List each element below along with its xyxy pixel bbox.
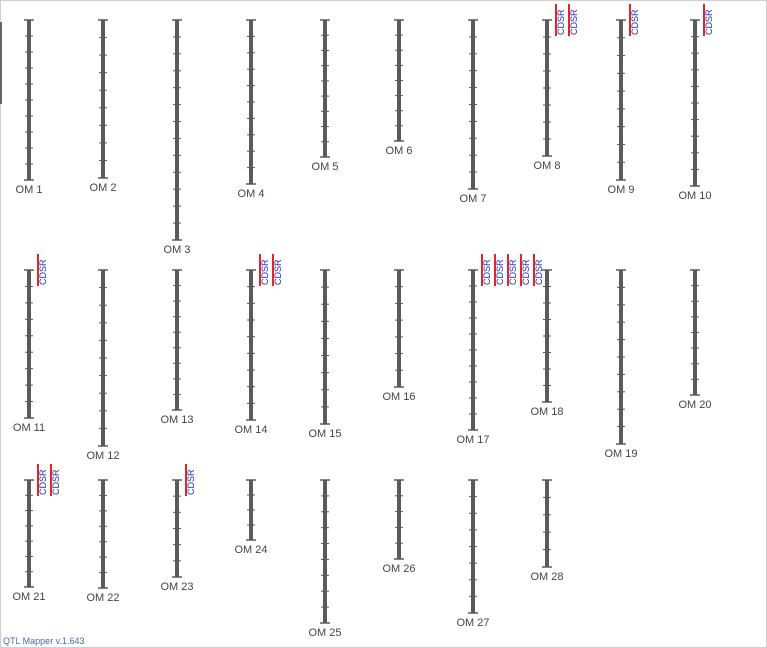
chromosome-label: OM 7 xyxy=(460,193,487,205)
qtl-bar xyxy=(568,4,570,36)
chromosome-label: OM 10 xyxy=(678,190,711,202)
chromosome-bar xyxy=(397,480,401,559)
chromosome-label: OM 21 xyxy=(12,591,45,603)
chromosome-bar xyxy=(27,270,31,418)
qtl-label: CDSR xyxy=(482,259,492,285)
qtl-bar xyxy=(533,254,535,286)
qtl-label: CDSR xyxy=(704,9,714,35)
qtl-label: CDSR xyxy=(630,9,640,35)
chromosome-bar xyxy=(619,20,623,180)
qtl-bar xyxy=(37,254,39,286)
chromosome-bar xyxy=(101,20,105,178)
chromosome-bar xyxy=(175,20,179,240)
chromosome-label: OM 25 xyxy=(308,627,341,639)
qtl-label: CDSR xyxy=(38,469,48,495)
chromosome-label: OM 8 xyxy=(534,160,561,172)
qtl-label: CDSR xyxy=(495,259,505,285)
qtl-bar xyxy=(481,254,483,286)
chromosome-label: OM 12 xyxy=(86,450,119,462)
chromosome-bar xyxy=(545,480,549,567)
chromosome-label: OM 17 xyxy=(456,434,489,446)
chromosome-label: OM 14 xyxy=(234,424,267,436)
chromosome-label: OM 3 xyxy=(164,244,191,256)
qtl-label: CDSR xyxy=(521,259,531,285)
qtl-label: CDSR xyxy=(38,259,48,285)
chromosome-label: OM 1 xyxy=(16,184,43,196)
chromosome-label: OM 28 xyxy=(530,571,563,583)
chromosome-label: OM 24 xyxy=(234,544,267,556)
version-label: QTL Mapper v.1.643 xyxy=(3,636,85,646)
chromosome-bar xyxy=(397,270,401,387)
qtl-bar xyxy=(185,464,187,496)
chromosome-bar xyxy=(323,480,327,623)
chromosome-label: OM 11 xyxy=(13,422,45,434)
chromosome-label: OM 27 xyxy=(456,617,489,629)
qtl-label: CDSR xyxy=(260,259,270,285)
chromosome-label: OM 23 xyxy=(160,581,193,593)
qtl-bar xyxy=(494,254,496,286)
chromosome-bar xyxy=(27,480,31,587)
chromosome-label: OM 9 xyxy=(608,184,635,196)
qtl-label: CDSR xyxy=(556,9,566,35)
chromosome-label: OM 19 xyxy=(604,448,637,460)
scroll-edge-indicator xyxy=(0,22,2,104)
chromosome-label: OM 22 xyxy=(86,592,119,604)
qtl-bar xyxy=(37,464,39,496)
chromosome-label: OM 18 xyxy=(530,406,563,418)
chromosome-label: OM 26 xyxy=(382,563,415,575)
qtl-label: CDSR xyxy=(508,259,518,285)
qtl-bar xyxy=(555,4,557,36)
chromosome-label: OM 15 xyxy=(308,428,341,440)
qtl-label: CDSR xyxy=(186,469,196,495)
chromosome-bar xyxy=(323,20,327,157)
qtl-bar xyxy=(259,254,261,286)
qtl-bar xyxy=(272,254,274,286)
qtl-bar xyxy=(520,254,522,286)
qtl-label: CDSR xyxy=(273,259,283,285)
qtl-label: CDSR xyxy=(51,469,61,495)
chromosome-label: OM 2 xyxy=(90,182,117,194)
chromosome-bar xyxy=(101,480,105,588)
chromosome-label: OM 6 xyxy=(386,145,413,157)
qtl-label: CDSR xyxy=(569,9,579,35)
chromosome-label: OM 4 xyxy=(238,188,265,200)
qtl-bar xyxy=(50,464,52,496)
chromosome-label: OM 20 xyxy=(678,399,711,411)
chromosome-bar xyxy=(175,270,179,410)
qtl-label: CDSR xyxy=(534,259,544,285)
qtl-bar xyxy=(703,4,705,36)
chromosome-label: OM 13 xyxy=(160,414,193,426)
qtl-bar xyxy=(507,254,509,286)
chromosome-bar xyxy=(249,270,253,420)
qtl-bar xyxy=(629,4,631,36)
chromosome-bar xyxy=(323,270,327,424)
chromosome-label: OM 16 xyxy=(382,391,415,403)
chromosome-label: OM 5 xyxy=(312,161,339,173)
